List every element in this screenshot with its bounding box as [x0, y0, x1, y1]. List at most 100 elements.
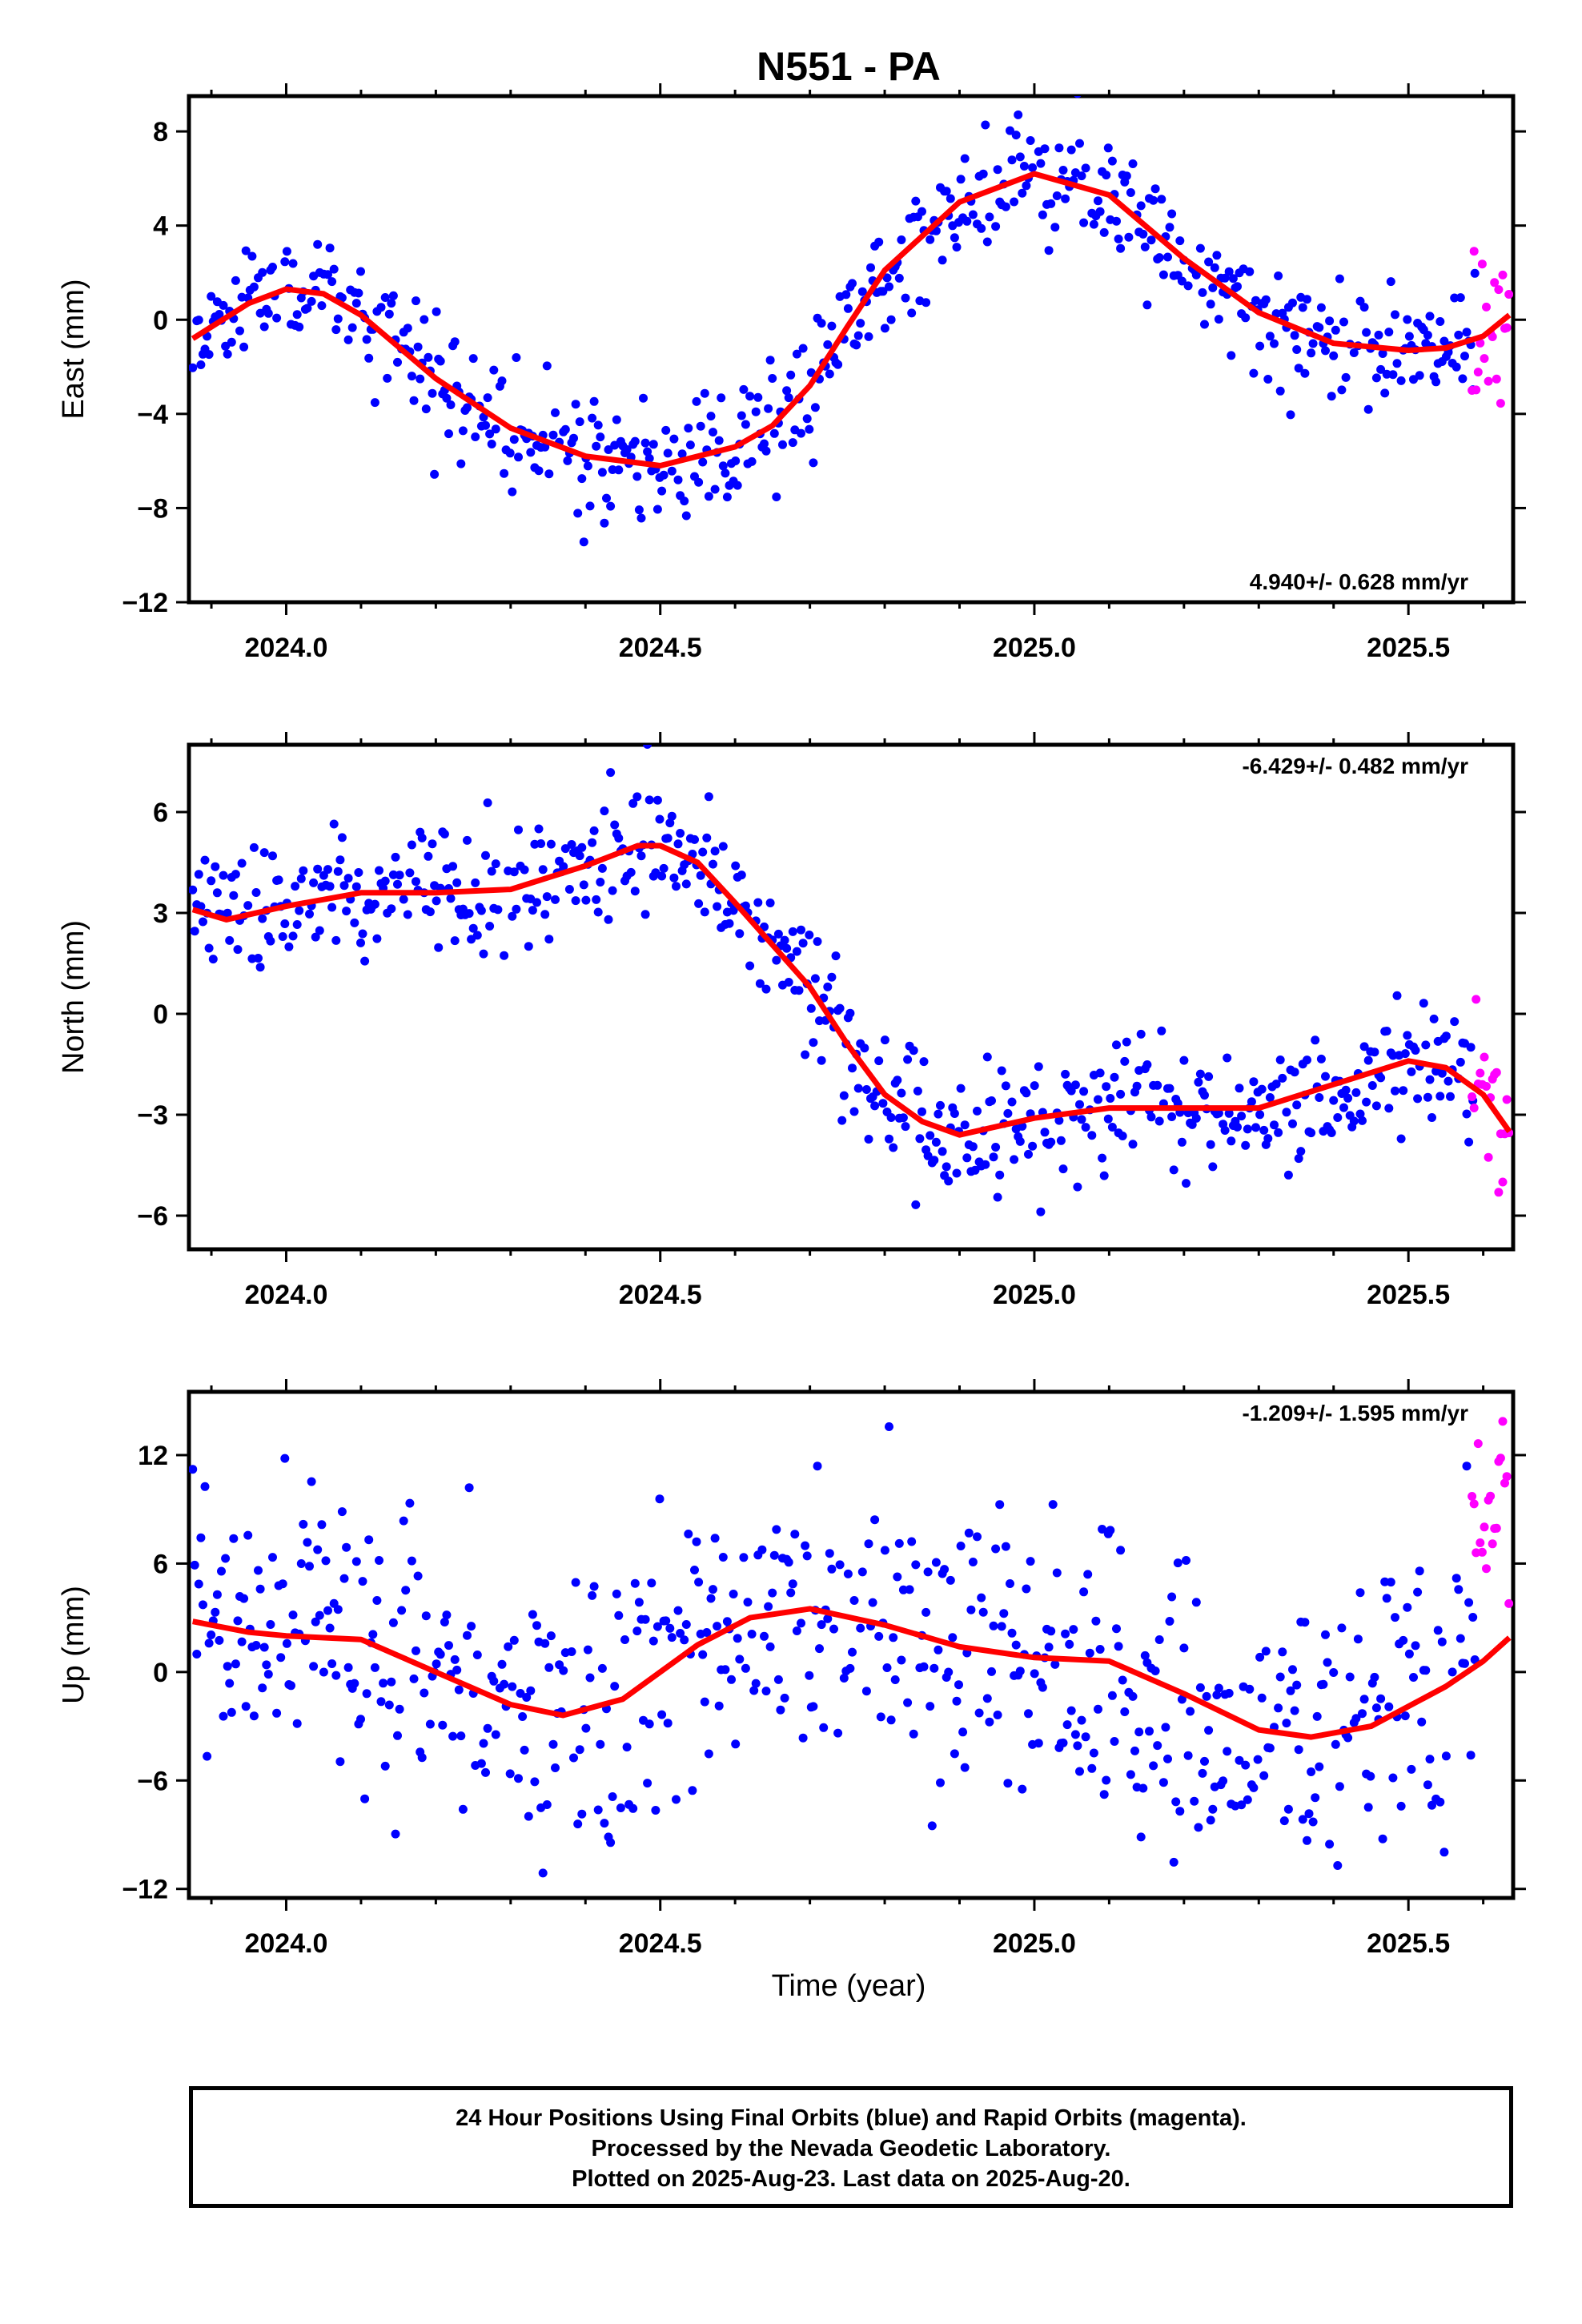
final-orbit-point	[1081, 1732, 1090, 1742]
final-orbit-point	[1208, 1804, 1218, 1814]
final-orbit-point	[946, 1575, 955, 1585]
final-orbit-point	[1407, 1067, 1416, 1076]
final-orbit-point	[1204, 1726, 1214, 1735]
final-orbit-point	[325, 243, 335, 253]
final-orbit-point	[1212, 251, 1222, 260]
final-orbit-point	[823, 1614, 833, 1623]
final-orbit-point	[1329, 1668, 1339, 1677]
final-orbit-point	[790, 1530, 800, 1539]
final-orbit-point	[1253, 1755, 1263, 1764]
final-orbit-point	[548, 430, 558, 440]
final-orbit-point	[1094, 1704, 1102, 1714]
final-orbit-point	[388, 291, 398, 300]
final-orbit-point	[551, 895, 560, 904]
final-orbit-point	[442, 1610, 452, 1620]
final-orbit-point	[684, 1530, 693, 1538]
final-orbit-point	[786, 1588, 796, 1598]
final-orbit-point	[204, 350, 214, 360]
rapid-orbit-point	[1492, 1523, 1501, 1533]
final-orbit-point	[276, 1653, 286, 1663]
final-orbit-point	[508, 487, 517, 497]
final-orbit-point	[1142, 1060, 1152, 1069]
final-orbit-point	[1241, 1760, 1251, 1770]
final-orbit-point	[1400, 1049, 1410, 1059]
final-orbit-point	[768, 374, 777, 383]
rapid-orbit-point	[1477, 259, 1487, 269]
final-orbit-point	[667, 811, 677, 821]
final-orbit-point	[1367, 1081, 1377, 1090]
final-orbit-point	[739, 1553, 749, 1562]
final-orbit-point	[397, 1606, 407, 1615]
rapid-orbit-point	[1486, 1491, 1496, 1501]
y-tick-label: 3	[153, 899, 168, 929]
final-orbit-point	[788, 438, 797, 448]
final-orbit-point	[1040, 144, 1050, 154]
final-orbit-point	[450, 337, 460, 347]
final-orbit-point	[1249, 1077, 1259, 1087]
final-orbit-point	[592, 441, 601, 451]
final-orbit-point	[765, 1642, 775, 1651]
final-orbit-point	[463, 1630, 472, 1640]
final-orbit-point	[1006, 1579, 1014, 1588]
final-orbit-point	[1437, 1068, 1447, 1078]
rapid-orbit-point	[1502, 1472, 1512, 1482]
final-orbit-point	[524, 1811, 533, 1821]
final-orbit-point	[581, 1723, 591, 1733]
final-orbit-point	[735, 1655, 745, 1664]
final-orbit-point	[189, 363, 198, 372]
final-orbit-point	[1128, 1140, 1138, 1149]
final-orbit-point	[399, 895, 408, 904]
final-orbit-point	[921, 298, 931, 308]
final-orbit-point	[1038, 1683, 1047, 1692]
final-orbit-point	[1040, 1128, 1050, 1137]
final-orbit-point	[1376, 364, 1386, 374]
final-orbit-point	[702, 833, 712, 842]
final-orbit-point	[1315, 1093, 1324, 1102]
final-orbit-point	[1200, 320, 1209, 329]
final-orbit-point	[200, 1482, 210, 1491]
final-orbit-point	[909, 1729, 918, 1739]
final-orbit-point	[1102, 171, 1111, 180]
final-orbit-point	[874, 1631, 884, 1641]
final-orbit-point	[192, 1650, 202, 1659]
final-orbit-point	[1396, 1801, 1406, 1811]
final-orbit-point	[680, 1635, 689, 1645]
final-orbit-point	[239, 1594, 249, 1603]
final-orbit-point	[773, 1675, 783, 1684]
final-orbit-point	[813, 937, 822, 947]
final-orbit-point	[652, 795, 662, 805]
final-orbit-point	[337, 1507, 347, 1517]
final-orbit-point	[1294, 1745, 1303, 1755]
final-orbit-point	[700, 907, 709, 917]
final-orbit-point	[1237, 1800, 1247, 1810]
final-orbit-point	[1036, 1207, 1046, 1216]
final-orbit-point	[243, 1530, 253, 1540]
final-orbit-point	[1085, 1648, 1094, 1658]
final-orbit-point	[424, 851, 433, 861]
final-orbit-point	[1158, 1778, 1168, 1787]
final-orbit-point	[1202, 1691, 1211, 1701]
final-orbit-point	[1321, 346, 1330, 356]
final-orbit-point	[792, 349, 801, 359]
final-orbit-point	[1224, 267, 1234, 276]
final-orbit-point	[663, 834, 673, 843]
final-orbit-point	[585, 1673, 595, 1683]
final-orbit-point	[335, 1757, 345, 1767]
final-orbit-point	[514, 825, 523, 834]
final-orbit-point	[709, 1585, 717, 1594]
final-orbit-point	[1079, 1587, 1089, 1597]
final-orbit-point	[806, 1003, 816, 1013]
rapid-orbit-point	[1480, 1522, 1489, 1532]
final-orbit-point	[632, 792, 642, 802]
final-orbit-point	[710, 846, 720, 856]
final-orbit-point	[1323, 1658, 1332, 1667]
final-orbit-point	[911, 1560, 921, 1570]
final-orbit-point	[254, 954, 263, 963]
final-orbit-point	[1452, 362, 1461, 372]
final-orbit-point	[1456, 1634, 1465, 1643]
final-orbit-point	[1378, 349, 1387, 358]
final-orbit-point	[938, 255, 947, 265]
final-orbit-point	[960, 1763, 970, 1772]
final-orbit-point	[989, 1621, 998, 1630]
final-orbit-point	[593, 420, 603, 430]
